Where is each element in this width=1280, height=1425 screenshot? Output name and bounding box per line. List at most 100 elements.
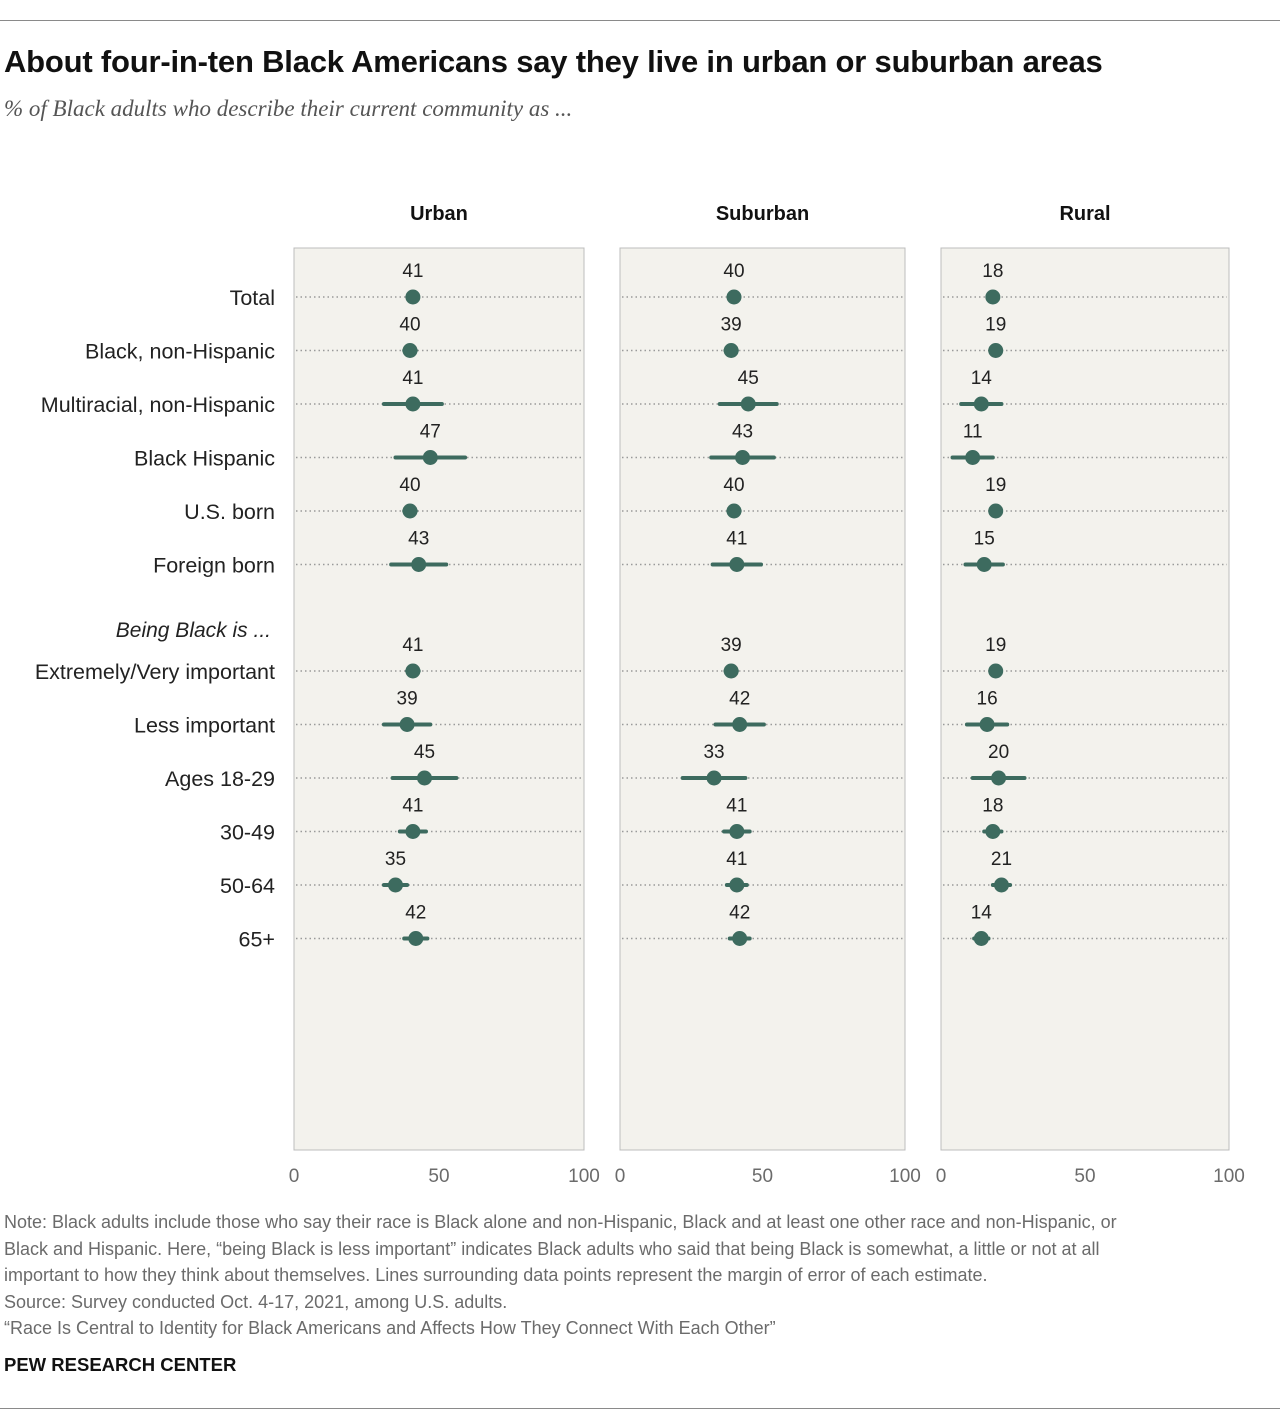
data-point	[399, 717, 415, 732]
data-label: 41	[402, 635, 423, 656]
data-label: 19	[985, 475, 1006, 496]
data-label: 41	[726, 796, 747, 817]
data-point	[985, 824, 1001, 839]
x-tick-label: 100	[889, 1166, 921, 1187]
row-label: Multiracial, non-Hispanic	[41, 393, 275, 417]
data-label: 33	[703, 742, 724, 763]
data-label: 47	[420, 422, 441, 443]
group-label: Being Black is ...	[116, 619, 271, 642]
data-point	[965, 450, 981, 465]
data-point	[726, 503, 742, 519]
panel-header-urban: Urban	[410, 203, 468, 225]
data-label: 42	[405, 903, 426, 924]
panel-suburban-background	[619, 247, 906, 1151]
data-label: 11	[963, 422, 983, 443]
row-label: U.S. born	[184, 500, 275, 524]
data-point	[732, 931, 748, 946]
data-label: 16	[977, 689, 998, 710]
x-tick-label: 50	[1074, 1166, 1095, 1187]
data-point	[732, 717, 748, 732]
data-point	[405, 396, 421, 412]
data-label: 18	[982, 796, 1003, 817]
data-point	[408, 931, 424, 946]
data-point	[735, 450, 751, 465]
notes-block: Note: Black adults include those who say…	[4, 1209, 1264, 1342]
data-point	[411, 557, 427, 572]
data-label: 42	[729, 689, 750, 710]
data-point	[405, 663, 421, 679]
data-label: 15	[974, 529, 995, 550]
data-point	[976, 557, 992, 572]
data-label: 14	[971, 368, 993, 389]
data-point	[973, 396, 989, 412]
data-label: 41	[402, 261, 423, 282]
row-label: Total	[230, 286, 275, 310]
source-line: Source: Survey conducted Oct. 4-17, 2021…	[4, 1291, 508, 1312]
data-label: 41	[726, 849, 747, 870]
note-line: Note: Black adults include those who say…	[4, 1212, 1117, 1232]
data-point	[402, 343, 418, 358]
data-label: 45	[414, 742, 435, 763]
data-label: 43	[732, 422, 753, 443]
data-point	[991, 770, 1007, 786]
data-label: 18	[982, 261, 1003, 282]
brand-logo-text: PEW RESEARCH CENTER	[4, 1354, 237, 1375]
row-label: 65+	[239, 928, 275, 952]
data-label: 39	[397, 689, 418, 710]
row-label: Extremely/Very important	[35, 660, 275, 684]
data-label: 39	[721, 315, 742, 336]
report-title-line: “Race Is Central to Identity for Black A…	[4, 1318, 776, 1338]
data-label: 40	[399, 315, 420, 336]
data-point	[979, 717, 995, 732]
x-tick-label: 50	[428, 1166, 449, 1187]
top-rule	[0, 20, 1280, 21]
data-point	[402, 503, 418, 519]
dot-plot-chart: Urban 0 50 100 Suburban 0 50 100 Rural 0 50 100 Bein…	[35, 203, 1245, 1187]
data-point	[988, 343, 1004, 358]
x-tick-label: 100	[568, 1166, 600, 1187]
data-point	[729, 824, 745, 839]
data-point	[405, 824, 421, 839]
x-tick-label: 0	[289, 1166, 300, 1187]
data-point	[706, 770, 722, 786]
data-point	[973, 931, 989, 946]
data-point	[988, 503, 1004, 519]
data-label: 43	[408, 529, 429, 550]
data-point	[988, 663, 1004, 679]
note-line: important to how they think about themse…	[4, 1265, 988, 1285]
chart-title: About four-in-ten Black Americans say th…	[4, 44, 1103, 79]
data-label: 20	[988, 742, 1009, 763]
data-point	[417, 770, 432, 786]
data-point	[388, 877, 403, 893]
row-label: 50-64	[220, 874, 275, 898]
row-label: Black, non-Hispanic	[85, 340, 275, 364]
panel-rural-background	[940, 247, 1230, 1151]
data-label: 42	[729, 903, 750, 924]
data-label: 41	[402, 368, 423, 389]
data-point	[422, 450, 438, 465]
note-line: Black and Hispanic. Here, “being Black i…	[4, 1238, 1100, 1259]
data-label: 21	[991, 849, 1012, 870]
data-label: 14	[971, 903, 993, 924]
x-tick-label: 0	[615, 1166, 626, 1187]
data-label: 19	[985, 635, 1006, 656]
data-label: 40	[723, 261, 744, 282]
data-label: 41	[402, 796, 423, 817]
data-label: 39	[721, 635, 742, 656]
data-label: 19	[985, 315, 1006, 336]
bottom-rule	[0, 1408, 1280, 1409]
data-point	[740, 396, 756, 412]
data-point	[723, 343, 739, 358]
data-point	[993, 877, 1009, 893]
x-tick-label: 50	[752, 1166, 773, 1187]
data-point	[723, 663, 739, 679]
row-label: Foreign born	[153, 554, 275, 578]
row-label: Black Hispanic	[134, 447, 275, 471]
chart-subtitle: % of Black adults who describe their cur…	[4, 96, 573, 121]
data-label: 41	[726, 529, 747, 550]
panel-header-suburban: Suburban	[716, 203, 809, 225]
data-label: 35	[385, 849, 406, 870]
data-point	[729, 557, 745, 572]
data-label: 45	[738, 368, 759, 389]
data-point	[985, 289, 1001, 305]
